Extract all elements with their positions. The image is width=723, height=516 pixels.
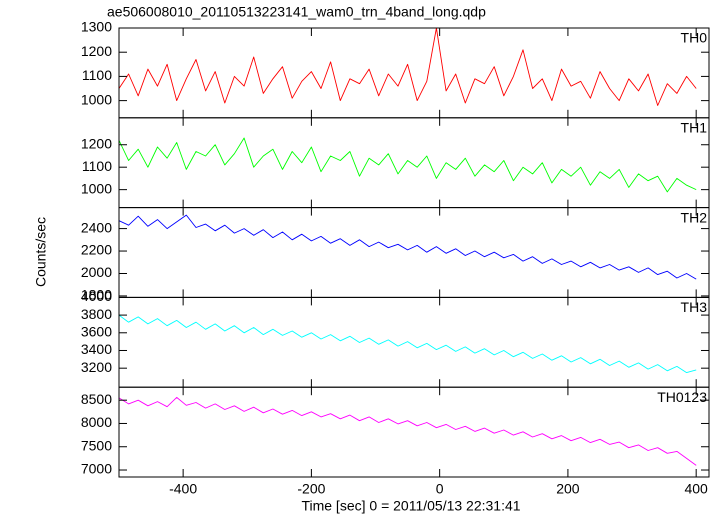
y-tick-label: 7000 bbox=[81, 461, 112, 477]
y-tick-label: 8000 bbox=[81, 414, 112, 430]
data-line bbox=[118, 396, 697, 466]
x-tick-label: 0 bbox=[436, 481, 444, 497]
chart-title: ae506008010_20110513223141_wam0_trn_4ban… bbox=[107, 4, 486, 20]
data-line bbox=[118, 314, 697, 374]
y-tick-label: 1000 bbox=[81, 180, 112, 196]
y-tick-label: 3800 bbox=[81, 306, 112, 322]
x-tick-label: -200 bbox=[297, 481, 325, 497]
y-tick-label: 1100 bbox=[82, 67, 112, 83]
panel-label: TH0 bbox=[681, 30, 708, 46]
y-tick-label: 1800 bbox=[81, 287, 112, 303]
y-axis-label: Counts/sec bbox=[33, 217, 49, 287]
panel-label: TH3 bbox=[681, 299, 708, 315]
y-tick-label: 3200 bbox=[81, 359, 112, 375]
panel-frame bbox=[118, 117, 710, 209]
y-tick-label: 1100 bbox=[82, 158, 112, 174]
y-tick-label: 3600 bbox=[81, 323, 112, 339]
y-tick-label: 4000 bbox=[81, 288, 112, 304]
data-line bbox=[118, 27, 697, 106]
panel-label: TH2 bbox=[681, 209, 708, 225]
data-line bbox=[118, 214, 697, 280]
x-axis-label: Time [sec] 0 = 2011/05/13 22:31:41 bbox=[301, 498, 520, 514]
x-tick-label: -400 bbox=[169, 481, 197, 497]
y-tick-label: 3400 bbox=[81, 341, 112, 357]
y-tick-label: 2200 bbox=[81, 242, 112, 258]
y-tick-label: 1300 bbox=[81, 19, 112, 35]
panel-frame bbox=[118, 207, 710, 298]
y-tick-label: 7500 bbox=[81, 437, 112, 453]
x-tick-label: 400 bbox=[684, 481, 708, 497]
y-tick-label: 1200 bbox=[81, 135, 112, 151]
panel-frame bbox=[118, 296, 710, 388]
y-tick-label: 1000 bbox=[81, 91, 112, 107]
panel-label: TH1 bbox=[681, 120, 708, 136]
y-tick-label: 8500 bbox=[81, 391, 112, 407]
data-line bbox=[118, 137, 697, 193]
y-tick-label: 2400 bbox=[81, 219, 112, 235]
panel-label: TH0123 bbox=[657, 389, 707, 405]
x-tick-label: 200 bbox=[556, 481, 580, 497]
y-tick-label: 1200 bbox=[81, 43, 112, 59]
panel-frame bbox=[118, 386, 710, 478]
panel-frame bbox=[118, 27, 710, 119]
y-tick-label: 2000 bbox=[81, 264, 112, 280]
